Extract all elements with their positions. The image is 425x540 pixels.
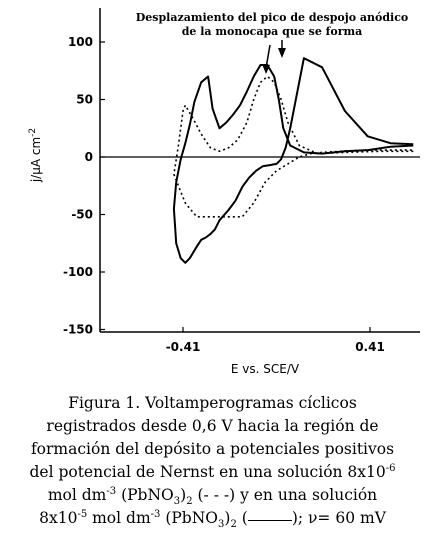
- y-axis-group: 100 50 0 -50 -100 -150: [63, 8, 105, 337]
- annotation-arrowhead-right: [278, 48, 286, 58]
- caption-line-2: registrados desde 0,6 V hacia la región …: [46, 417, 379, 435]
- annotation-arrow-left: [265, 44, 271, 69]
- x-ticks: -0.41 0.41: [166, 327, 385, 354]
- y-tick-label: -150: [63, 323, 93, 337]
- y-tick-label: -100: [63, 265, 93, 279]
- caption-line-4: del potencial de Nernst en una solución …: [29, 462, 396, 481]
- annotation-arrowhead-left: [262, 64, 270, 74]
- caption-line-1: Figura 1. Voltamperogramas cíclicos: [68, 394, 357, 412]
- figure-caption: Figura 1. Voltamperogramas cíclicos regi…: [0, 392, 425, 530]
- y-axis-label: j/μA cm-2: [28, 128, 43, 183]
- y-tick-label: -50: [71, 208, 93, 222]
- series-layer: [172, 57, 414, 264]
- y-tick-label: 0: [85, 150, 93, 164]
- caption-line-5: mol dm-3 (PbNO3)2 (- - -) y en una soluc…: [47, 485, 378, 508]
- annotation-line-2: de la monocapa que se forma: [182, 25, 363, 38]
- x-tick-label: -0.41: [166, 340, 201, 354]
- annotation-arrows: [262, 40, 286, 74]
- x-axis-group: -0.41 0.41: [100, 156, 420, 354]
- y-tick-label: 100: [68, 35, 93, 49]
- y-ticks: 100 50 0 -50 -100 -150: [63, 35, 105, 337]
- annotation-line-1: Desplazamiento del pico de despojo anódi…: [136, 11, 409, 24]
- caption-line-3: formación del depósito a potenciales pos…: [30, 440, 395, 458]
- x-axis-label: E vs. SCE/V: [231, 362, 300, 376]
- caption-line-6: 8x10-5 mol dm-3 (PbNO3)2 (); ν= 60 mV: [39, 508, 386, 531]
- legend-solid-line-blank: [247, 520, 292, 521]
- series-solid-line: [172, 57, 414, 264]
- y-tick-label: 50: [76, 93, 93, 107]
- x-tick-label: 0.41: [355, 340, 385, 354]
